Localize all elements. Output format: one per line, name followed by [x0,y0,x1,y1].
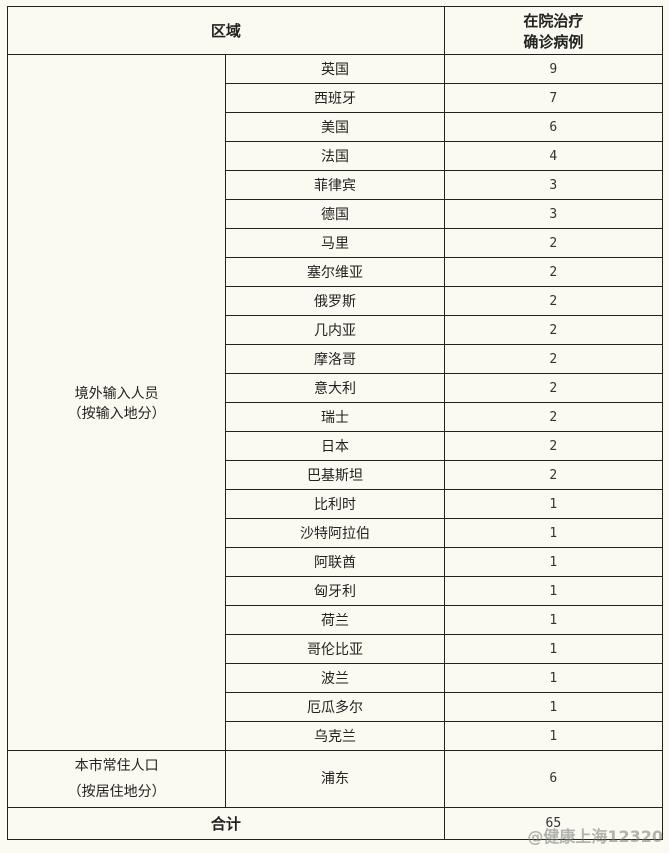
local-label-line1: 本市常住人口 [74,758,159,774]
table-row: 巴基斯坦 2 [8,460,664,490]
place-cell: 美国 [225,112,445,142]
place-cell: 浦东 [225,750,445,808]
count-cell: 1 [443,576,664,606]
total-row: 合计 65 [7,807,664,840]
header-row: 区域 在院治疗确诊病例 [7,6,664,55]
place-cell: 菲律宾 [225,170,445,200]
table-row: 法国 4 [8,141,664,171]
count-header-line2: 确诊病例 [523,32,584,51]
count-header: 在院治疗 确诊病例 [443,6,664,55]
place-cell: 沙特阿拉伯 [225,518,445,548]
table-row: 西班牙 7 [8,83,664,113]
local-label: 本市常住人口 （按居住地分） [6,750,227,808]
table-row: 境外输入人员 （按输入地分） 英国 9 [6,54,664,751]
count-cell: 1 [443,518,664,548]
region-header: 区域 [7,6,445,55]
place-cell: 厄瓜多尔 [225,692,445,722]
table-row: 塞尔维亚 2 [8,257,664,287]
count-cell: 7 [443,83,664,113]
imported-label: 境外输入人员 （按输入地分） [6,54,227,751]
total-label: 合计 [7,807,445,840]
count-cell: 2 [443,460,664,490]
count-cell: 1 [443,547,664,577]
count-cell: 1 [443,721,664,751]
place-cell: 波兰 [225,663,445,693]
cases-table: 区域 在院治疗 确诊病例 境外输入人员 （按输入地分） 英国 9 西班牙 7 美国 6 法国 4 菲律… [6,6,664,840]
imported-label-line1: 境外输入人员 [74,385,159,402]
place-cell: 法国 [225,141,445,171]
table-row: 沙特阿拉伯 1 [8,518,664,548]
place-cell: 英国 [225,54,445,84]
table-row: 瑞士 2 [8,402,664,432]
count-cell: 1 [443,634,664,664]
place-cell: 西班牙 [225,83,445,113]
count-cell: 3 [443,170,664,200]
table-row: 哥伦比亚 1 [8,634,664,664]
place-cell: 比利时 [225,489,445,519]
count-cell: 6 [443,750,664,808]
table-row: 意大利 2 [8,373,664,403]
count-cell: 2 [443,286,664,316]
place-cell: 摩洛哥 [225,344,445,374]
table-row: 俄罗斯 2 [8,286,664,316]
local-label-line2: （按居住地分） [67,784,166,800]
place-cell: 日本 [225,431,445,461]
table-row: 波兰 1 [8,663,664,693]
count-cell: 2 [443,402,664,432]
count-cell: 3 [443,199,664,229]
count-cell: 2 [443,344,664,374]
table-row: 厄瓜多尔 1 [8,692,664,722]
place-cell: 瑞士 [225,402,445,432]
place-cell: 荷兰 [225,605,445,635]
count-cell: 6 [443,112,664,142]
place-cell: 几内亚 [225,315,445,345]
place-cell: 阿联酋 [225,547,445,577]
count-cell: 2 [443,431,664,461]
count-cell: 4 [443,141,664,171]
total-count: 65 [443,807,664,840]
count-cell: 1 [443,692,664,722]
place-cell: 匈牙利 [225,576,445,606]
count-cell: 1 [443,663,664,693]
table-row: 乌克兰 1 [8,721,664,751]
table-row: 比利时 1 [8,489,664,519]
place-cell: 巴基斯坦 [225,460,445,490]
place-cell: 哥伦比亚 [225,634,445,664]
count-header-line1: 在院治疗 [523,11,584,30]
count-cell: 2 [443,315,664,345]
count-cell: 2 [443,373,664,403]
place-cell: 意大利 [225,373,445,403]
count-cell: 2 [443,228,664,258]
place-cell: 马里 [225,228,445,258]
count-cell: 2 [443,257,664,287]
place-cell: 塞尔维亚 [225,257,445,287]
place-cell: 乌克兰 [225,721,445,751]
table-row: 几内亚 2 [8,315,664,345]
count-cell: 1 [443,605,664,635]
table-row: 摩洛哥 2 [8,344,664,374]
table-row: 日本 2 [8,431,664,461]
imported-label-line2: （按输入地分） [67,405,166,422]
place-cell: 德国 [225,199,445,229]
local-row: 本市常住人口 （按居住地分） 浦东 6 [6,750,664,808]
count-cell: 9 [443,54,664,84]
place-cell: 俄罗斯 [225,286,445,316]
count-cell: 1 [443,489,664,519]
watermark: @健康上海12320 [527,827,663,846]
